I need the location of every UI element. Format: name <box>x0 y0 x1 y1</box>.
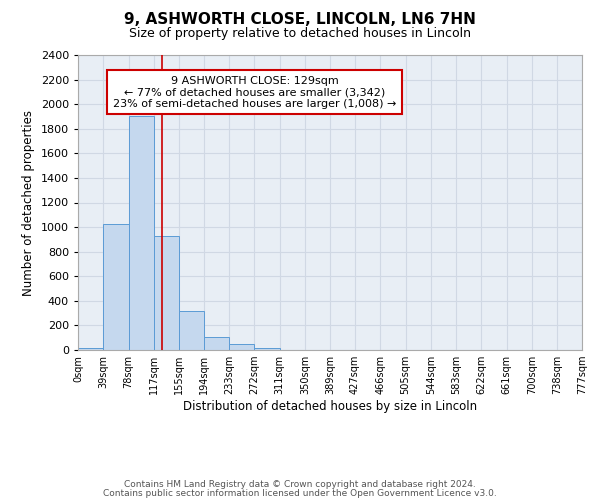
Text: 9, ASHWORTH CLOSE, LINCOLN, LN6 7HN: 9, ASHWORTH CLOSE, LINCOLN, LN6 7HN <box>124 12 476 28</box>
Bar <box>229 344 254 350</box>
Bar <box>204 337 229 350</box>
Bar <box>154 236 179 350</box>
Bar <box>179 310 204 350</box>
Text: Contains HM Land Registry data © Crown copyright and database right 2024.: Contains HM Land Registry data © Crown c… <box>124 480 476 489</box>
Text: Contains public sector information licensed under the Open Government Licence v3: Contains public sector information licen… <box>103 488 497 498</box>
Text: Size of property relative to detached houses in Lincoln: Size of property relative to detached ho… <box>129 28 471 40</box>
Bar <box>78 348 103 350</box>
Bar <box>254 348 280 350</box>
Text: 9 ASHWORTH CLOSE: 129sqm
← 77% of detached houses are smaller (3,342)
23% of sem: 9 ASHWORTH CLOSE: 129sqm ← 77% of detach… <box>113 76 396 109</box>
Y-axis label: Number of detached properties: Number of detached properties <box>22 110 35 296</box>
Bar <box>103 224 128 350</box>
Bar <box>128 116 154 350</box>
X-axis label: Distribution of detached houses by size in Lincoln: Distribution of detached houses by size … <box>183 400 477 413</box>
